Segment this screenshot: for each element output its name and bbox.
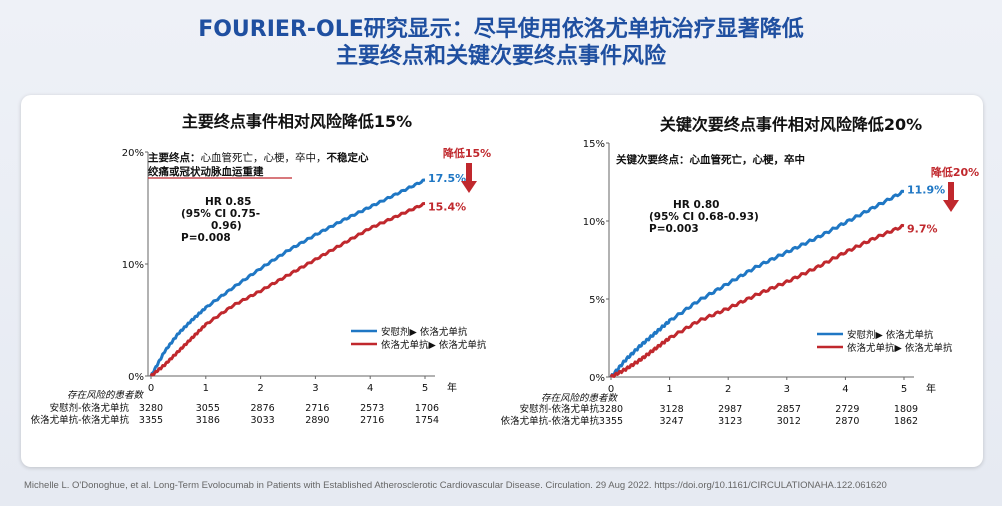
risk-value: 2987 — [718, 404, 742, 415]
hazard-ratio-text: HR 0.85 — [205, 196, 251, 208]
hazard-ratio-text: (95% CI 0.75- — [181, 208, 260, 220]
legend-label: 安慰剂▶ 依洛尤单抗 — [847, 329, 934, 341]
risk-value: 1809 — [894, 404, 918, 415]
risk-table-header: 存在风险的患者数 — [541, 392, 619, 404]
risk-value: 3186 — [196, 415, 220, 426]
x-tick-label: 2 — [257, 383, 263, 394]
legend-label: 依洛尤单抗▶ 依洛尤单抗 — [381, 339, 487, 351]
risk-value: 3055 — [196, 403, 220, 414]
risk-row-label: 安慰剂-依洛尤单抗 — [520, 403, 600, 415]
hazard-ratio-text: (95% CI 0.68-0.93) — [649, 211, 759, 223]
x-tick-label: 0 — [608, 384, 614, 395]
series-line-1 — [609, 223, 905, 378]
reduction-arrow-shaft — [948, 182, 954, 202]
reduction-label: 降低20% — [931, 165, 979, 179]
risk-row-label: 安慰剂-依洛尤单抗 — [50, 402, 130, 414]
x-tick-label: 1 — [203, 383, 209, 394]
series-end-label: 15.4% — [428, 201, 466, 214]
risk-value: 3128 — [660, 404, 684, 415]
x-tick-label: 5 — [901, 384, 907, 395]
series-end-label: 17.5% — [428, 172, 466, 185]
risk-value: 3280 — [139, 403, 163, 414]
reduction-label: 降低15% — [443, 146, 491, 160]
endpoint-description-line2: 绞痛或冠状动脉血运重建 — [148, 165, 264, 178]
risk-value: 1754 — [415, 415, 439, 426]
series-line-0 — [609, 189, 905, 378]
risk-value: 3355 — [599, 416, 623, 427]
risk-value: 3247 — [660, 416, 684, 427]
risk-value: 2716 — [360, 415, 384, 426]
hazard-ratio-text: HR 0.80 — [673, 199, 719, 211]
x-tick-label: 2 — [725, 384, 731, 395]
x-tick-label: 3 — [784, 384, 790, 395]
x-unit-label: 年 — [926, 382, 936, 395]
risk-row-label: 依洛尤单抗-依洛尤单抗 — [31, 414, 130, 426]
risk-row-label: 依洛尤单抗-依洛尤单抗 — [501, 415, 600, 427]
series-end-label: 11.9% — [907, 183, 945, 196]
series-line-1 — [149, 202, 426, 377]
legend-label: 依洛尤单抗▶ 依洛尤单抗 — [847, 342, 953, 354]
y-tick-label: 20% — [122, 148, 144, 159]
risk-value: 2857 — [777, 404, 801, 415]
y-tick-label: 0% — [589, 373, 605, 384]
series-end-label: 9.7% — [907, 223, 938, 236]
x-tick-label: 4 — [842, 384, 848, 395]
x-tick-label: 4 — [367, 383, 373, 394]
risk-value: 2876 — [251, 403, 275, 414]
risk-value: 2716 — [305, 403, 329, 414]
legend-label: 安慰剂▶ 依洛尤单抗 — [381, 326, 468, 338]
reduction-arrow-shaft — [466, 163, 472, 183]
slide-title-line1: FOURIER-OLE研究显示：尽早使用依洛尤单抗治疗显著降低 — [198, 17, 804, 42]
slide-title-line2: 主要终点和关键次要终点事件风险 — [335, 44, 666, 69]
chart-title: 关键次要终点事件相对风险降低20% — [660, 115, 922, 134]
risk-value: 2573 — [360, 403, 384, 414]
risk-value: 1706 — [415, 403, 439, 414]
risk-value: 2729 — [835, 404, 859, 415]
risk-value: 3012 — [777, 416, 801, 427]
series-line-0 — [149, 178, 426, 377]
hazard-ratio-text: P=0.008 — [181, 232, 231, 244]
reduction-arrow-head — [943, 200, 959, 212]
risk-value: 1862 — [894, 416, 918, 427]
y-tick-label: 0% — [128, 372, 144, 383]
primary-endpoint-chart: 主要终点事件相对风险降低15% 0% 10% 20% 0 1 2 3 4 5 年 主要终点：心血管死亡… — [31, 112, 492, 426]
y-tick-label: 15% — [583, 139, 605, 150]
x-tick-label: 1 — [666, 384, 672, 395]
y-tick-label: 10% — [122, 260, 144, 271]
risk-value: 2890 — [305, 415, 329, 426]
y-tick-label: 5% — [589, 295, 605, 306]
y-tick-label: 10% — [583, 217, 605, 228]
hazard-ratio-text: 0.96) — [211, 220, 242, 232]
citation-footer: Michelle L. O'Donoghue, et al. Long-Term… — [24, 480, 887, 491]
endpoint-description: 关键次要终点：心血管死亡，心梗，卒中 — [616, 153, 805, 166]
risk-value: 3123 — [718, 416, 742, 427]
hazard-ratio-text: P=0.003 — [649, 223, 699, 235]
risk-table-header: 存在风险的患者数 — [67, 389, 145, 401]
secondary-endpoint-chart: 关键次要终点事件相对风险降低20% 0% 5% 10% 15% 0 1 2 3 4 5 年 关键次要终点… — [501, 115, 980, 427]
endpoint-description: 主要终点：心血管死亡，心梗，卒中，不稳定心 — [148, 151, 369, 164]
risk-value: 3355 — [139, 415, 163, 426]
chart-title: 主要终点事件相对风险降低15% — [182, 112, 412, 131]
x-tick-label: 5 — [422, 383, 428, 394]
reduction-arrow-head — [461, 181, 477, 193]
risk-value: 2870 — [835, 416, 859, 427]
x-unit-label: 年 — [447, 381, 457, 394]
risk-value: 3033 — [251, 415, 275, 426]
x-tick-label: 0 — [148, 383, 154, 394]
charts-card: 主要终点事件相对风险降低15% 0% 10% 20% 0 1 2 3 4 5 年主要终点：心血管死亡… — [21, 95, 983, 467]
x-tick-label: 3 — [312, 383, 318, 394]
risk-value: 3280 — [599, 404, 623, 415]
